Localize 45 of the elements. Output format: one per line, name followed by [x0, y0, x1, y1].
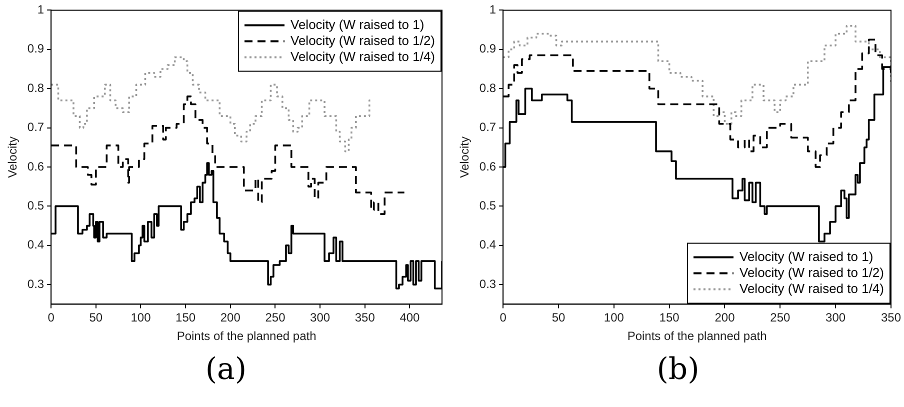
x-tick-label: 200	[714, 310, 736, 325]
x-tick-label: 150	[176, 310, 196, 325]
y-tick-label: 0.8	[27, 80, 44, 95]
text: (b)	[656, 352, 700, 387]
legend-label: Velocity (W raised to 1/2)	[290, 32, 435, 48]
y-tick-label: 0.8	[479, 80, 496, 95]
y-axis-title: Velocity	[6, 136, 20, 178]
x-tick-label: 100	[130, 310, 152, 325]
legend-label: Velocity (W raised to 1/4)	[739, 280, 884, 296]
x-tick-label: 50	[89, 310, 103, 325]
legend-label: Velocity (W raised to 1)	[739, 248, 874, 264]
x-axis-title: Points of the planned path	[176, 329, 316, 344]
y-tick-label: 1	[37, 2, 44, 17]
legend-label: Velocity (W raised to 1/2)	[739, 264, 884, 280]
x-tick-label: 300	[310, 310, 330, 325]
y-tick-label: 0.6	[27, 159, 44, 174]
legend-label: Velocity (W raised to 1/4)	[290, 48, 435, 64]
x-tick-label: 350	[880, 310, 902, 325]
y-tick-label: 0.6	[479, 159, 496, 174]
x-tick-label: 0	[500, 310, 507, 325]
x-tick-label: 350	[354, 310, 376, 325]
x-tick-label: 150	[659, 310, 680, 325]
x-tick-label: 300	[826, 310, 846, 325]
y-tick-label: 0.4	[479, 238, 496, 252]
y-tick-label: 0.3	[479, 276, 496, 291]
x-tick-label: 50	[552, 310, 566, 325]
x-tick-label: 400	[400, 310, 420, 325]
legend-label: Velocity (W raised to 1)	[290, 16, 424, 32]
y-tick-label: 0.5	[27, 198, 44, 213]
y-tick-label: 1	[489, 2, 496, 17]
y-tick-label: 0.4	[27, 238, 44, 252]
x-tick-label: 200	[220, 310, 241, 325]
y-tick-label: 0.9	[27, 42, 44, 56]
x-tick-label: 100	[604, 310, 624, 325]
x-tick-label: 250	[770, 310, 790, 325]
x-axis-title: Points of the planned path	[627, 329, 767, 344]
text: (a)	[204, 352, 248, 387]
x-tick-label: 250	[265, 310, 286, 325]
y-tick-label: 0.5	[479, 198, 496, 213]
y-tick-label: 0.7	[479, 120, 496, 134]
y-axis-title: Velocity	[458, 136, 472, 178]
y-tick-label: 0.9	[479, 42, 496, 56]
y-tick-label: 0.7	[27, 120, 44, 134]
x-tick-label: 0	[48, 310, 55, 325]
y-tick-label: 0.3	[27, 276, 44, 291]
